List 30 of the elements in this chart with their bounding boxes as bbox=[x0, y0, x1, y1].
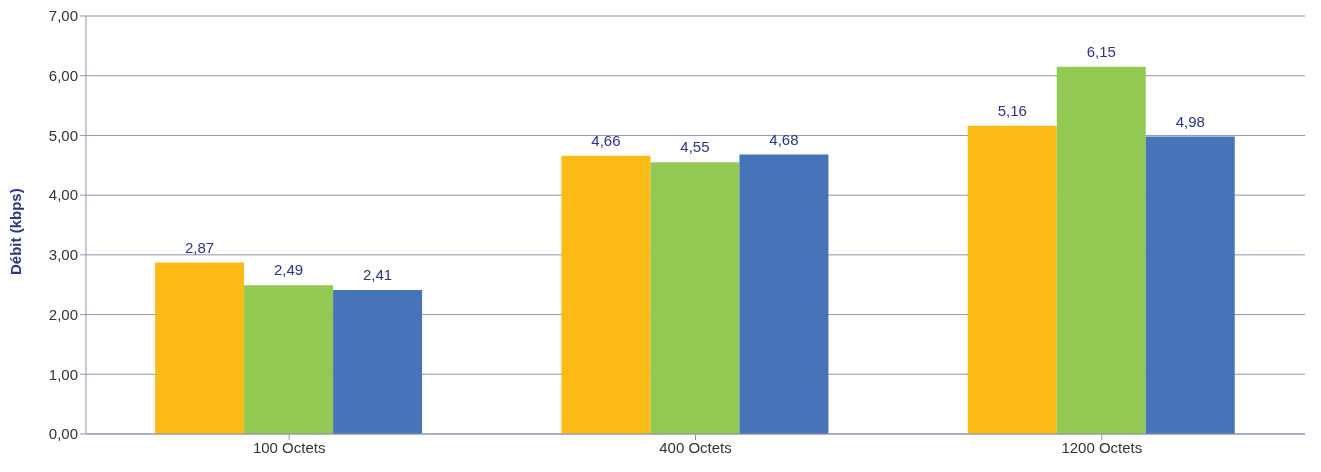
data-label: 4,98 bbox=[1175, 112, 1205, 130]
x-tick-label: 100 Octets bbox=[252, 438, 326, 456]
y-tick-label: 2,00 bbox=[48, 305, 78, 323]
bar bbox=[967, 125, 1057, 434]
y-tick-label: 4,00 bbox=[48, 186, 78, 204]
data-label: 2,87 bbox=[184, 238, 215, 256]
data-label: 6,15 bbox=[1086, 42, 1116, 60]
y-tick-label: 1,00 bbox=[48, 365, 78, 383]
y-tick-label: 7,00 bbox=[48, 7, 78, 25]
data-label: 2,41 bbox=[362, 266, 393, 284]
y-tick-label: 5,00 bbox=[48, 126, 78, 144]
data-label: 4,66 bbox=[591, 131, 621, 149]
bar bbox=[561, 155, 651, 434]
data-label: 4,68 bbox=[769, 130, 799, 148]
x-tick-label: 1200 Octets bbox=[1061, 438, 1143, 456]
bar bbox=[155, 262, 245, 434]
data-label: 2,49 bbox=[273, 261, 304, 279]
bar bbox=[650, 162, 740, 434]
bar bbox=[739, 154, 829, 434]
x-tick-label: 400 Octets bbox=[659, 438, 732, 456]
y-axis-title: Débit (kbps) bbox=[7, 188, 25, 275]
y-tick-label: 0,00 bbox=[48, 425, 78, 443]
y-tick-label: 3,00 bbox=[48, 246, 78, 264]
bar bbox=[1056, 66, 1146, 434]
y-tick-label: 6,00 bbox=[48, 67, 78, 85]
data-label: 4,55 bbox=[680, 138, 710, 156]
data-label: 5,16 bbox=[997, 101, 1027, 119]
bar bbox=[244, 285, 334, 434]
bar bbox=[1145, 136, 1235, 434]
bar bbox=[333, 290, 423, 434]
